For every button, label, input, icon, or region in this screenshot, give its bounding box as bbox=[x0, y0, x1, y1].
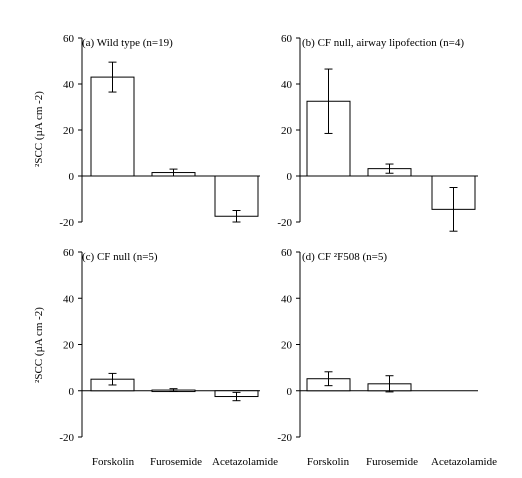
panel-b-y-tick-label: 0 bbox=[287, 171, 293, 183]
panel-b-y-tick-label: -20 bbox=[277, 217, 292, 229]
panel-c-y-tick-label: 60 bbox=[63, 247, 75, 259]
panel-c-title: (c) CF null (n=5) bbox=[82, 251, 158, 263]
category-label-left-forskolin: Forskolin bbox=[92, 456, 135, 468]
panel-c-ylabel: ²SCC (µA cm -2) bbox=[33, 307, 45, 383]
panel-c-y-tick-label: 0 bbox=[69, 386, 75, 398]
panel-a-y-tick-label: -20 bbox=[59, 217, 74, 229]
panel-d-title: (d) CF ²F508 (n=5) bbox=[302, 251, 387, 263]
panel-a-bar-forskolin bbox=[90, 76, 135, 177]
panel-d-y-tick-label: -20 bbox=[277, 432, 292, 444]
panel-b: (b) CF null, airway lipofection (n=4) -2… bbox=[277, 33, 478, 232]
panel-d: (d) CF ²F508 (n=5) -20 0 20 40 60 bbox=[277, 247, 478, 444]
panel-c-y-tick-label: 40 bbox=[63, 293, 75, 305]
category-labels: Forskolin Furosemide Acetazolamide Forsk… bbox=[92, 456, 497, 468]
panel-a-y-tick-label: 60 bbox=[63, 33, 75, 45]
panel-b-y-tick-label: 20 bbox=[281, 125, 293, 137]
panel-c-y-tick-label: -20 bbox=[59, 432, 74, 444]
panel-d-y-tick-label: 40 bbox=[281, 293, 293, 305]
category-label-left-acetazolamide: Acetazolamide bbox=[212, 456, 278, 468]
panel-a: (a) Wild type (n=19) ²SCC (µA cm -2) -20… bbox=[33, 33, 260, 229]
panel-d-y-tick-label: 0 bbox=[287, 386, 293, 398]
category-label-right-furosemide: Furosemide bbox=[366, 456, 418, 468]
category-label-right-acetazolamide: Acetazolamide bbox=[431, 456, 497, 468]
panel-b-y-tick-label: 60 bbox=[281, 33, 293, 45]
panel-d-y-tick-label: 60 bbox=[281, 247, 293, 259]
panel-a-title: (a) Wild type (n=19) bbox=[82, 37, 173, 49]
panel-a-y-tick-label: 40 bbox=[63, 79, 75, 91]
panel-c-y-tick-label: 20 bbox=[63, 340, 75, 352]
panel-d-y-tick-label: 20 bbox=[281, 340, 293, 352]
panel-a-y-tick-label: 20 bbox=[63, 125, 75, 137]
category-label-left-furosemide: Furosemide bbox=[150, 456, 202, 468]
panel-b-title: (b) CF null, airway lipofection (n=4) bbox=[302, 37, 464, 49]
panel-a-ylabel: ²SCC (µA cm -2) bbox=[33, 91, 45, 167]
category-label-right-forskolin: Forskolin bbox=[307, 456, 350, 468]
panel-b-y-tick-label: 40 bbox=[281, 79, 293, 91]
panel-a-y-tick-label: 0 bbox=[69, 171, 75, 183]
panel-c: (c) CF null (n=5) ²SCC (µA cm -2) -20 0 20… bbox=[33, 247, 260, 444]
